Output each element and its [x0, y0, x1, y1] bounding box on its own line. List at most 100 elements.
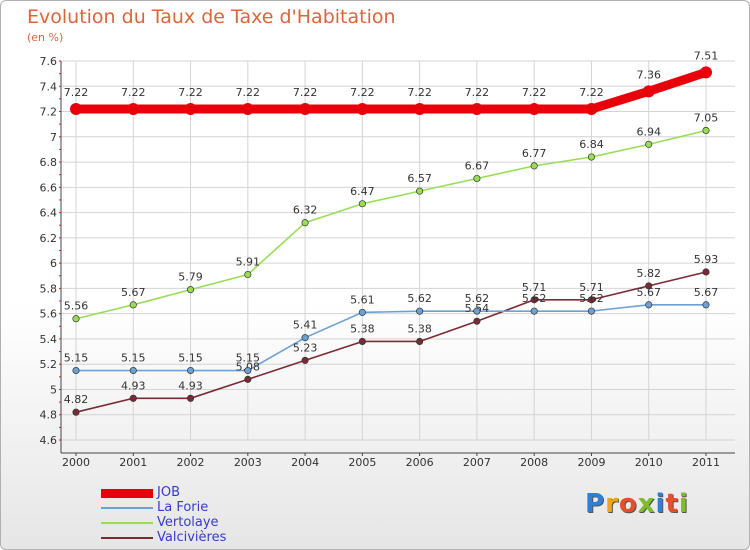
legend-item: JOB [101, 485, 301, 500]
logo-letter: i [678, 489, 689, 519]
data-label: 6.47 [350, 185, 375, 198]
proxiti-logo: Proxiti [585, 489, 689, 519]
data-label: 7.22 [178, 86, 203, 99]
data-point [186, 286, 195, 294]
data-point [129, 366, 137, 375]
data-point [528, 103, 541, 116]
data-point [127, 103, 140, 116]
data-label: 7.36 [636, 68, 661, 81]
legend-swatch [101, 537, 153, 539]
data-point [645, 282, 653, 290]
data-point [72, 366, 80, 375]
data-point [301, 219, 309, 227]
y-tick-label: 5.6 [40, 308, 58, 321]
data-point [702, 301, 710, 309]
data-point [356, 103, 369, 116]
data-label: 6.57 [407, 172, 432, 185]
data-label: 7.22 [64, 86, 89, 99]
data-point [700, 66, 712, 79]
data-point [301, 356, 309, 364]
x-tick-label: 2008 [520, 456, 548, 469]
legend: JOB La Forie Vertolaye Valcivières [101, 485, 301, 545]
x-tick-label: 2004 [291, 456, 319, 469]
data-point [358, 200, 366, 208]
logo-letter: i [655, 489, 666, 519]
legend-swatch [101, 488, 153, 498]
data-point [186, 394, 195, 402]
legend-swatch [101, 507, 153, 509]
data-label: 7.22 [407, 86, 432, 99]
data-point [129, 394, 137, 402]
data-label: 5.38 [407, 322, 432, 335]
data-label: 4.82 [64, 393, 89, 406]
logo-letter: o [618, 489, 638, 519]
series-line-valcivi-res [75, 271, 707, 414]
data-point [473, 317, 481, 325]
data-point [587, 153, 596, 161]
x-tick-label: 2006 [406, 456, 434, 469]
data-point [416, 337, 424, 346]
y-tick-label: 6 [50, 257, 57, 270]
y-tick-label: 7 [50, 131, 57, 144]
data-point [244, 270, 252, 279]
data-point [72, 315, 80, 323]
data-label: 5.67 [636, 286, 661, 299]
chart-title: Evolution du Taux de Taxe d'Habitation [27, 6, 396, 28]
data-label: 5.23 [293, 341, 318, 354]
data-point [184, 103, 197, 116]
data-point [642, 85, 655, 98]
y-tick-label: 6.4 [40, 207, 58, 220]
data-label: 4.93 [178, 379, 203, 392]
data-point [241, 103, 254, 116]
data-point [413, 103, 426, 116]
data-label: 5.08 [236, 360, 261, 373]
data-point [587, 296, 596, 304]
data-point [72, 408, 80, 416]
data-label: 5.67 [694, 286, 719, 299]
y-axis-unit-label: (en %) [27, 31, 64, 44]
data-label: 5.62 [579, 292, 604, 305]
data-label: 5.82 [636, 267, 661, 280]
data-label: 5.79 [178, 271, 203, 284]
data-point [473, 174, 481, 183]
data-label: 6.77 [522, 147, 547, 160]
data-point [470, 103, 483, 116]
y-tick-label: 6.2 [40, 232, 58, 245]
y-tick-label: 4.8 [40, 409, 58, 422]
data-label: 7.22 [350, 86, 375, 99]
data-label: 5.67 [121, 286, 146, 299]
data-label: 5.38 [350, 322, 375, 335]
legend-item: La Forie [101, 500, 301, 515]
legend-label: La Forie [157, 500, 209, 515]
data-point [645, 301, 653, 309]
y-tick-label: 4.6 [40, 434, 58, 447]
x-tick-label: 2002 [177, 456, 205, 469]
x-tick-label: 2011 [692, 456, 720, 469]
data-label: 5.15 [121, 352, 146, 365]
data-label: 4.93 [121, 379, 146, 392]
legend-label: Vertolaye [157, 515, 219, 530]
data-label: 5.71 [579, 281, 604, 294]
data-point [585, 103, 598, 116]
y-tick-label: 7.2 [40, 106, 58, 119]
data-point [244, 375, 252, 383]
data-label: 7.22 [522, 86, 547, 99]
x-tick-label: 2001 [119, 456, 147, 469]
data-label: 7.22 [579, 86, 604, 99]
series-line-vertolaye [75, 129, 707, 320]
series-line-job [71, 67, 711, 114]
data-label: 5.91 [236, 256, 261, 269]
legend-label: Valcivières [157, 530, 227, 545]
data-label: 7.22 [465, 86, 490, 99]
data-point [301, 334, 309, 342]
data-label: 7.22 [236, 86, 261, 99]
data-label: 7.22 [121, 86, 146, 99]
data-point [244, 366, 252, 375]
data-point [473, 307, 481, 315]
series-line-la-forie [75, 304, 707, 372]
y-tick-label: 6.8 [40, 156, 58, 169]
data-label: 5.62 [522, 292, 547, 305]
logo-letter: r [605, 489, 619, 519]
data-label: 5.15 [64, 352, 89, 365]
y-tick-label: 5 [50, 383, 57, 396]
